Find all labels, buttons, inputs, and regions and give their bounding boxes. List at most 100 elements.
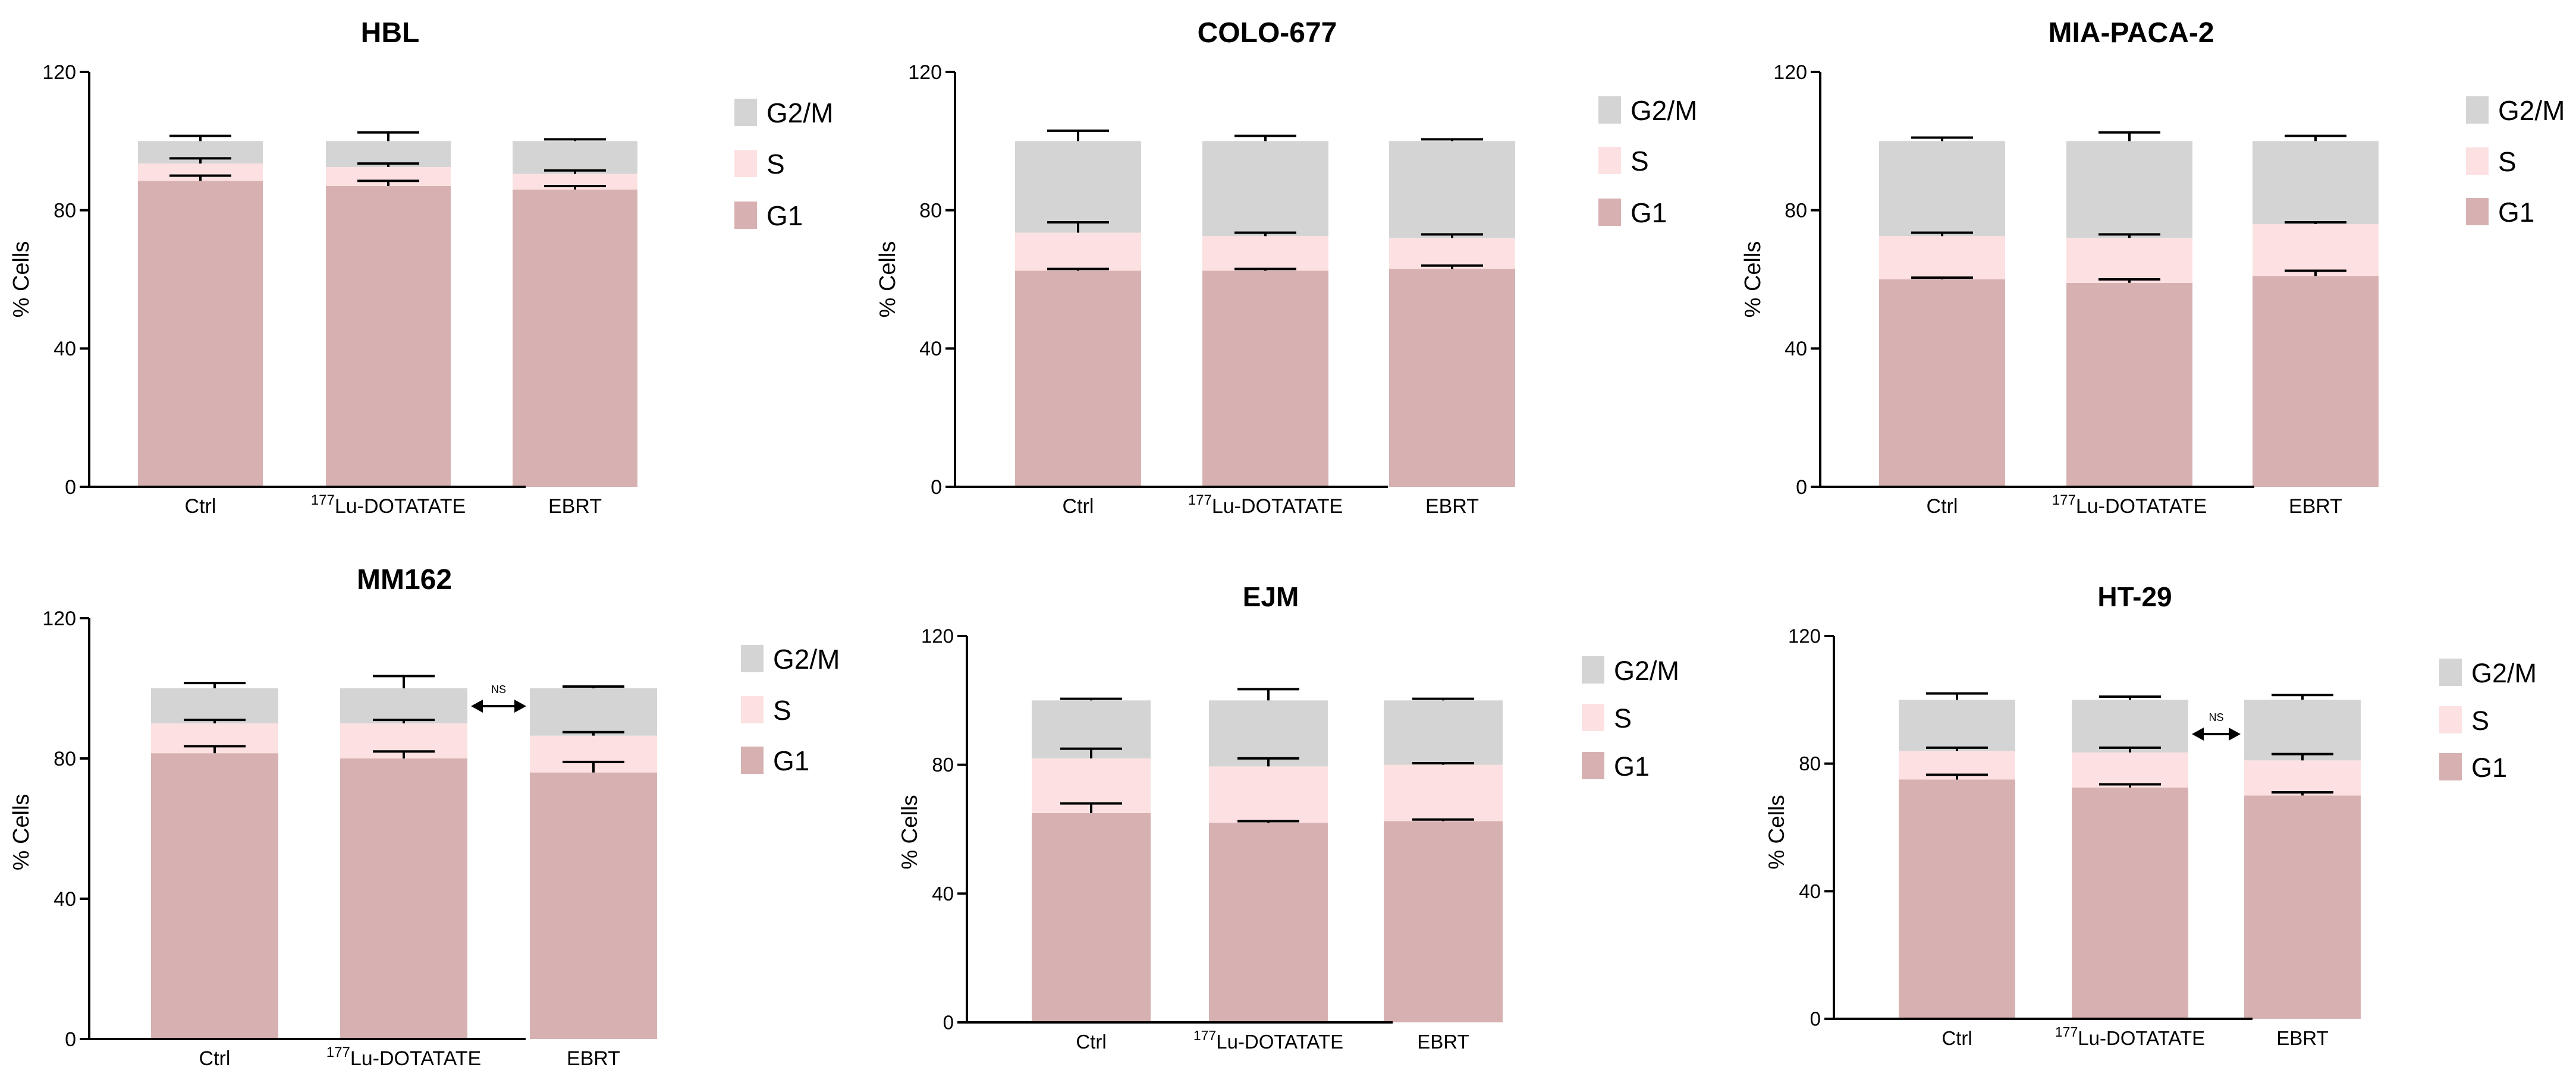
bar-g1-1 xyxy=(1015,270,1141,487)
y-tick-label: 0 xyxy=(931,476,942,499)
bar-g1-2 xyxy=(2066,282,2192,487)
ns-arrow-head-right xyxy=(514,700,526,713)
x-tick-label: 177Lu-DOTATATE xyxy=(311,492,466,518)
error-bar-s-3 xyxy=(2272,753,2333,761)
error-bar-g2m-2 xyxy=(1237,688,1299,701)
error-bar-g2m-3 xyxy=(2272,694,2333,700)
y-tick-label: 40 xyxy=(54,888,76,911)
legend-swatch xyxy=(1582,704,1604,731)
legend-label: S xyxy=(2471,706,2489,736)
ns-arrow-head-right xyxy=(2229,728,2241,741)
x-tick-label: Ctrl xyxy=(1942,1027,1972,1049)
y-tick-label: 120 xyxy=(1773,61,1807,84)
y-axis-label: % Cells xyxy=(9,794,34,871)
legend-item-g1: G1 xyxy=(1582,751,1650,782)
error-bar-g2m-3 xyxy=(1421,138,1483,141)
bar-g2m-1 xyxy=(151,688,278,723)
legend-swatch xyxy=(2439,753,2462,780)
error-bar-s-3 xyxy=(1421,233,1483,238)
legend-item-g2m: G2/M xyxy=(741,644,840,675)
bar-g1-3 xyxy=(530,772,657,1039)
bar-g1-3 xyxy=(1389,269,1515,487)
error-bar-g1-1 xyxy=(1047,267,1109,271)
x-tick-label: Ctrl xyxy=(199,1047,231,1070)
chart-panel-1: HBL % Cells 0 40 80 120 Ctrl 177Lu-DOTATATE EBRT… xyxy=(9,17,833,518)
ns-arrow-head-left xyxy=(471,700,483,713)
bar-g1-3 xyxy=(2244,795,2361,1019)
error-bar-s-2 xyxy=(1237,757,1299,767)
error-bar-g1-1 xyxy=(169,174,231,181)
x-tick-label: 177Lu-DOTATATE xyxy=(326,1044,481,1070)
bar-s-2 xyxy=(2072,752,2188,788)
bar-g1-2 xyxy=(326,185,451,487)
x-tick-label: 177Lu-DOTATATE xyxy=(1188,492,1343,518)
bar-g1-3 xyxy=(1384,821,1503,1022)
error-bar-s-3 xyxy=(2285,221,2346,224)
legend-label: G2/M xyxy=(766,97,833,128)
legend-label: G1 xyxy=(766,200,803,231)
legend-item-g2m: G2/M xyxy=(1582,656,1679,686)
bar-s-1 xyxy=(1879,236,2005,279)
bar-s-3 xyxy=(1384,764,1503,821)
error-bar-g1-3 xyxy=(1412,818,1474,821)
error-bar-g1-3 xyxy=(563,760,624,773)
bar-s-1 xyxy=(1015,232,1141,271)
error-bar-s-1 xyxy=(1926,746,1988,751)
legend-swatch xyxy=(1598,199,1621,226)
legend-item-s: S xyxy=(2466,146,2517,177)
error-bar-s-2 xyxy=(357,162,419,167)
chart-panel-2: COLO-677 % Cells 0 40 80 120 Ctrl 177Lu-DOTATAT… xyxy=(875,17,1697,518)
bar-g1-2 xyxy=(1202,270,1328,487)
y-tick-label: 0 xyxy=(1810,1008,1821,1030)
bar-s-3 xyxy=(2253,223,2379,276)
legend-label: G2/M xyxy=(2471,658,2537,688)
bar-g2m-1 xyxy=(1879,141,2005,237)
error-bar-s-3 xyxy=(1412,761,1474,765)
error-bar-g2m-2 xyxy=(357,131,419,141)
chart-title: HBL xyxy=(361,17,420,49)
y-tick-label: 0 xyxy=(943,1012,954,1034)
legend-swatch xyxy=(741,645,764,672)
chart-panel-6: HT-29 % Cells 0 40 80 120 Ctrl 177Lu-DOTATATE EB… xyxy=(1764,581,2537,1049)
error-bar-g1-1 xyxy=(1060,802,1122,813)
bar-g1-1 xyxy=(1899,779,2015,1019)
y-tick-label: 40 xyxy=(54,338,76,360)
error-bar-g1-3 xyxy=(544,184,606,190)
x-tick-label: Ctrl xyxy=(1927,495,1958,518)
legend-swatch xyxy=(2466,198,2489,225)
error-bar-s-1 xyxy=(1060,747,1122,758)
legend-swatch xyxy=(741,747,764,774)
legend-swatch xyxy=(741,696,764,723)
legend-label: G1 xyxy=(1631,197,1667,228)
legend-label: S xyxy=(1631,146,1649,177)
y-axis-label: % Cells xyxy=(1764,795,1789,869)
y-tick-label: 40 xyxy=(932,883,954,905)
error-bar-g1-2 xyxy=(1237,820,1299,823)
chart-title: COLO-677 xyxy=(1198,17,1337,49)
bar-g2m-3 xyxy=(530,688,657,736)
x-tick-label: EBRT xyxy=(1425,495,1479,518)
legend-label: G1 xyxy=(2471,753,2507,783)
legend-label: G2/M xyxy=(1614,656,1679,686)
bar-g2m-3 xyxy=(2253,141,2379,224)
bar-g1-3 xyxy=(513,189,637,487)
error-bar-g1-1 xyxy=(184,745,246,754)
error-bar-g1-2 xyxy=(1234,267,1296,271)
bar-s-2 xyxy=(1209,766,1328,823)
x-tick-label: EBRT xyxy=(2289,495,2342,518)
error-bar-s-3 xyxy=(563,731,624,736)
y-tick-label: 80 xyxy=(932,754,954,776)
x-tick-label: Ctrl xyxy=(185,495,216,518)
bar-g2m-2 xyxy=(340,688,467,723)
error-bar-g2m-1 xyxy=(1060,697,1122,701)
error-bar-g1-1 xyxy=(1911,276,1973,279)
y-axis-label: % Cells xyxy=(875,241,900,318)
legend-item-s: S xyxy=(1582,703,1632,733)
error-bar-s-2 xyxy=(373,719,435,723)
legend-item-g1: G1 xyxy=(741,745,809,776)
bar-g2m-3 xyxy=(513,141,637,174)
ns-label: NS xyxy=(491,684,506,695)
error-bar-g2m-1 xyxy=(184,682,246,688)
y-tick-label: 80 xyxy=(54,748,76,770)
